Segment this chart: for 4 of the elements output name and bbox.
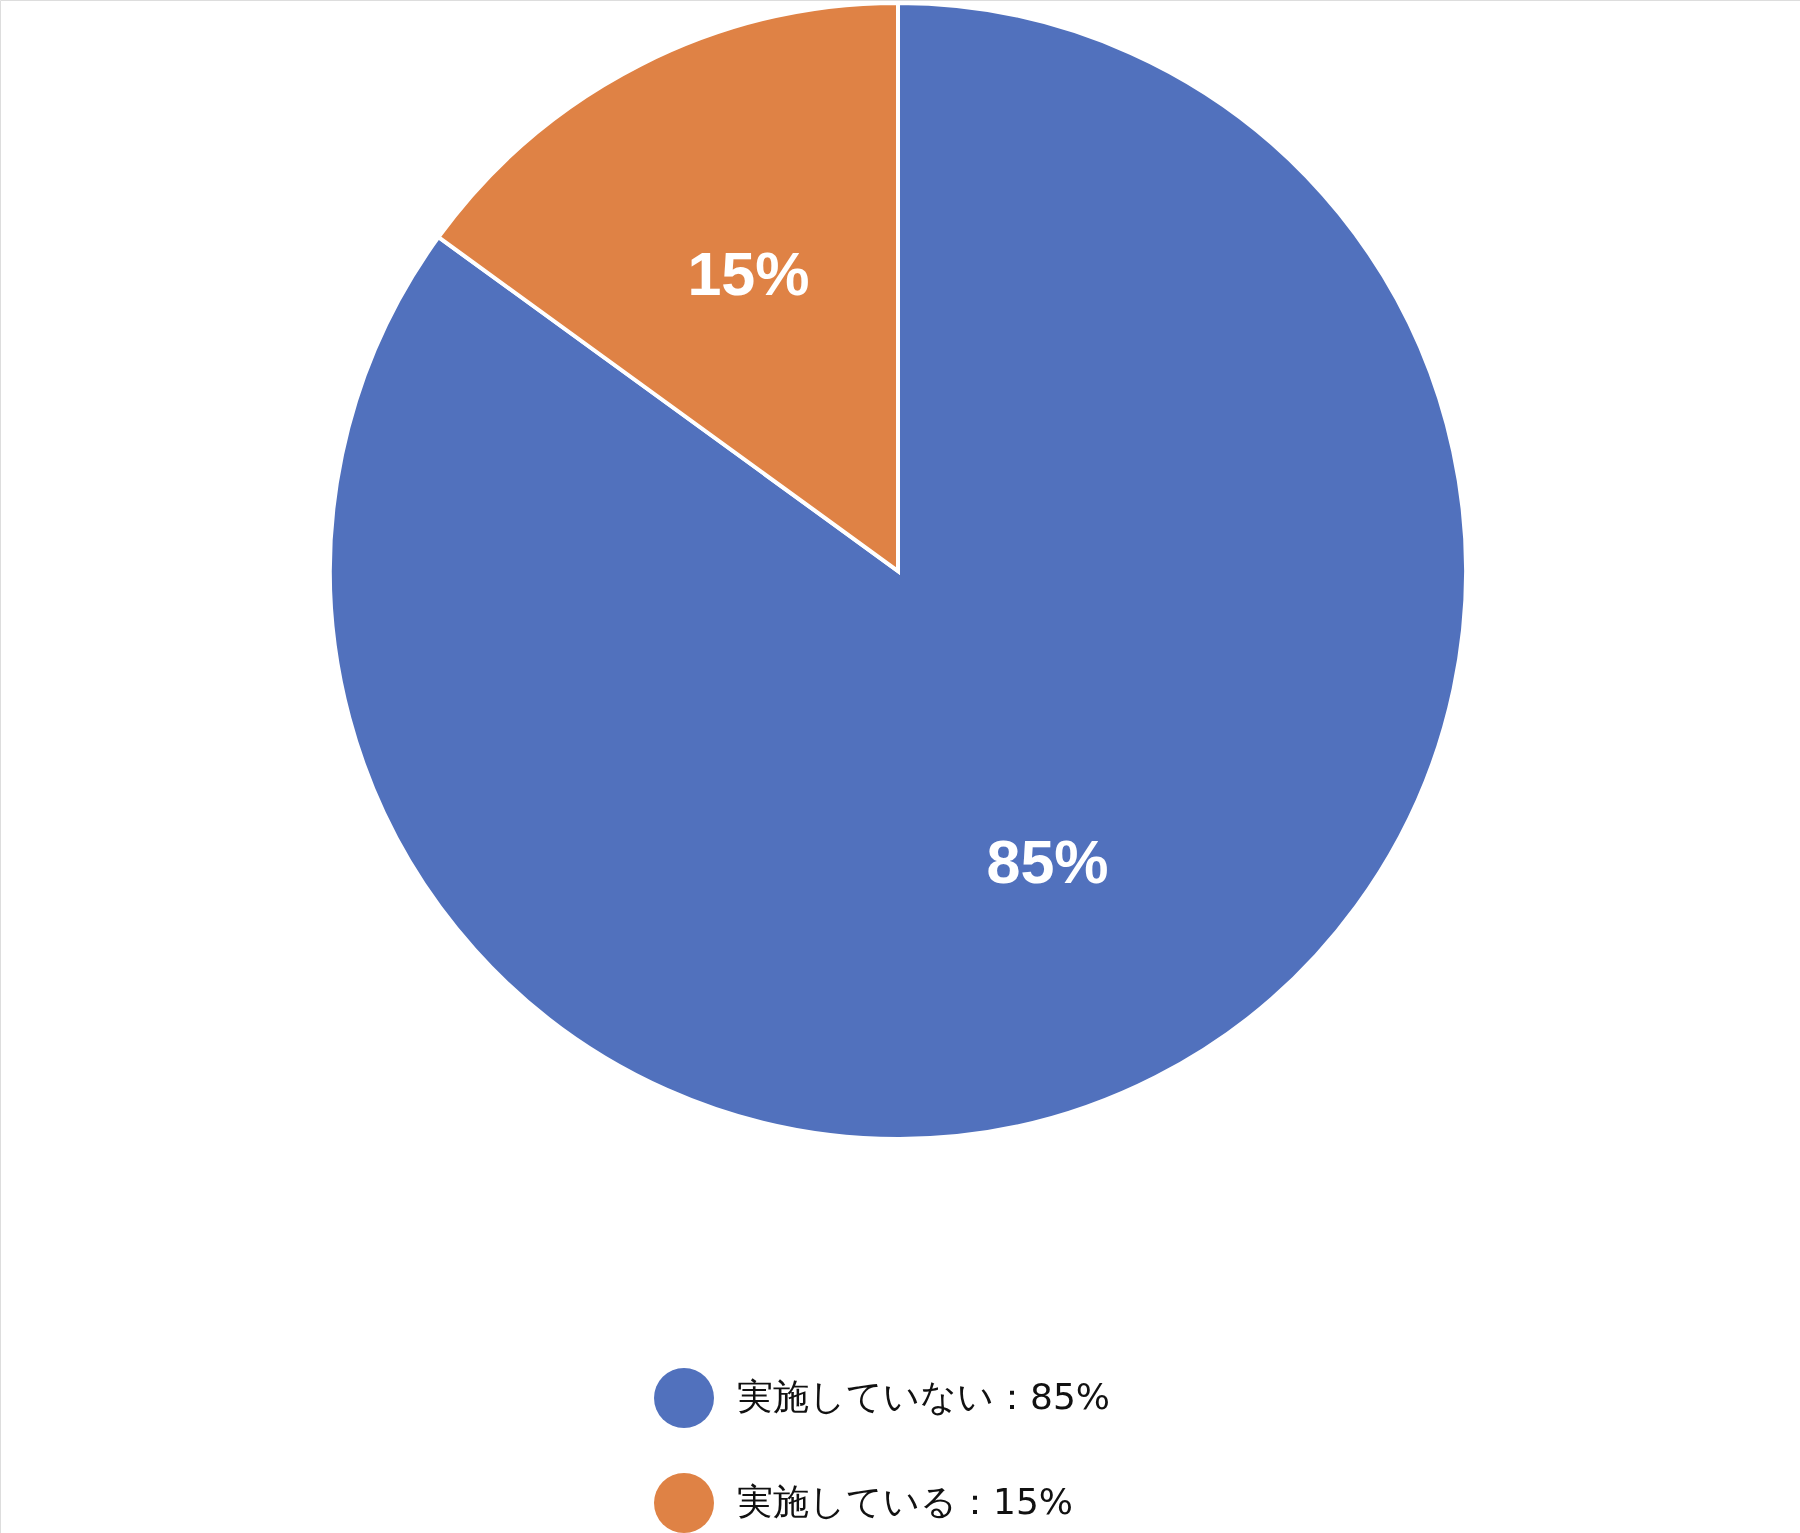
data-label: 85% bbox=[986, 827, 1109, 896]
legend-label: 実施している：15% bbox=[737, 1481, 1074, 1522]
legend-label: 実施していない：85% bbox=[737, 1376, 1111, 1417]
data-label: 15% bbox=[687, 240, 810, 309]
